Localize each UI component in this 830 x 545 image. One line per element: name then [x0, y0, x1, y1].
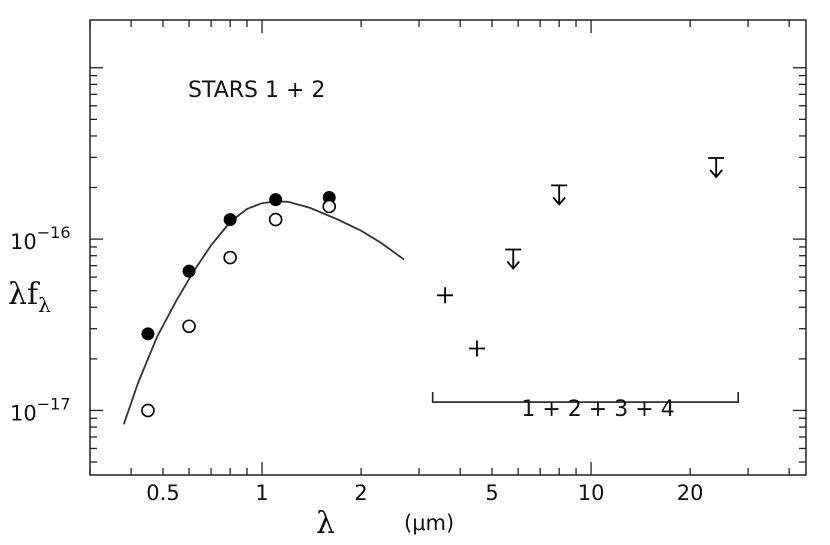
x-tick-labels: 0.5 1 2 5 10 20: [146, 481, 703, 505]
open-circle-point: [182, 319, 196, 334]
combined-stars-bracket: [431, 392, 740, 403]
filled-circle-point: [223, 213, 237, 227]
axis-ticks: [89, 20, 806, 475]
filled-circle-point: [269, 193, 283, 207]
open-circle-point: [322, 199, 337, 214]
filled-circle-point: [141, 327, 155, 341]
data-marks: [141, 157, 725, 418]
x-tick-label: 5: [485, 481, 498, 505]
plus-point: [437, 287, 454, 304]
model-curve: [122, 200, 405, 425]
x-axis-unit: (μm): [404, 511, 454, 535]
open-circle-point: [141, 403, 155, 418]
x-tick-label: 0.5: [146, 481, 179, 505]
x-tick-label: 2: [354, 481, 367, 505]
plus-point: [468, 340, 485, 357]
y-tick-label: 10−16: [10, 223, 71, 254]
open-circle-point: [268, 212, 283, 227]
y-axis-label: λfλ: [8, 277, 51, 317]
filled-circle-point: [182, 264, 196, 278]
model-curve-layer: [122, 200, 405, 425]
x-tick-label: 1: [255, 481, 268, 505]
y-tick-label: 10−17: [10, 394, 71, 425]
annotation-stars-1-2-3-4: 1 + 2 + 3 + 4: [521, 397, 674, 422]
open-circle-point: [223, 250, 237, 265]
x-axis-label: λ: [316, 506, 335, 541]
x-tick-label: 10: [578, 481, 605, 505]
x-tick-label: 20: [677, 481, 704, 505]
upper-limit-point: [505, 248, 522, 270]
upper-limit-point: [708, 157, 725, 179]
annotation-stars-1-2: STARS 1 + 2: [188, 78, 325, 103]
y-tick-labels: 10−16 10−17: [10, 223, 71, 425]
upper-limit-point: [551, 184, 568, 206]
